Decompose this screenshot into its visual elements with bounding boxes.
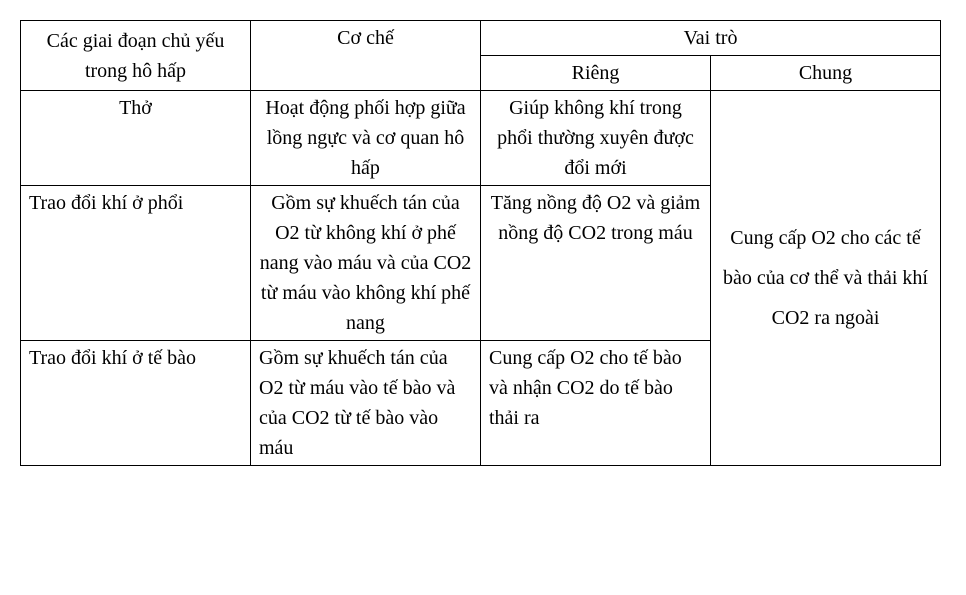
cell-stage: Thở [21,91,251,186]
cell-stage: Trao đổi khí ở phổi [21,186,251,341]
cell-mechanism: Hoạt động phối hợp giữa lồng ngực và cơ … [251,91,481,186]
respiration-table: Các giai đoạn chủ yếu trong hô hấp Cơ ch… [20,20,941,466]
cell-stage: Trao đổi khí ở tế bào [21,341,251,466]
cell-role-specific: Cung cấp O2 cho tế bào và nhận CO2 do tế… [481,341,711,466]
table-header-row-1: Các giai đoạn chủ yếu trong hô hấp Cơ ch… [21,21,941,56]
cell-role-common-merged: Cung cấp O2 cho các tế bào của cơ thể và… [711,91,941,466]
cell-role-specific: Tăng nồng độ O2 và giảm nồng độ CO2 tron… [481,186,711,341]
header-mechanism: Cơ chế [251,21,481,91]
cell-mechanism: Gồm sự khuếch tán của O2 từ máu vào tế b… [251,341,481,466]
header-stage: Các giai đoạn chủ yếu trong hô hấp [21,21,251,91]
cell-mechanism: Gồm sự khuếch tán của O2 từ không khí ở … [251,186,481,341]
header-role-common: Chung [711,56,941,91]
cell-role-specific: Giúp không khí trong phổi thường xuyên đ… [481,91,711,186]
table-row: Thở Hoạt động phối hợp giữa lồng ngực và… [21,91,941,186]
header-role-specific: Riêng [481,56,711,91]
header-role-group: Vai trò [481,21,941,56]
